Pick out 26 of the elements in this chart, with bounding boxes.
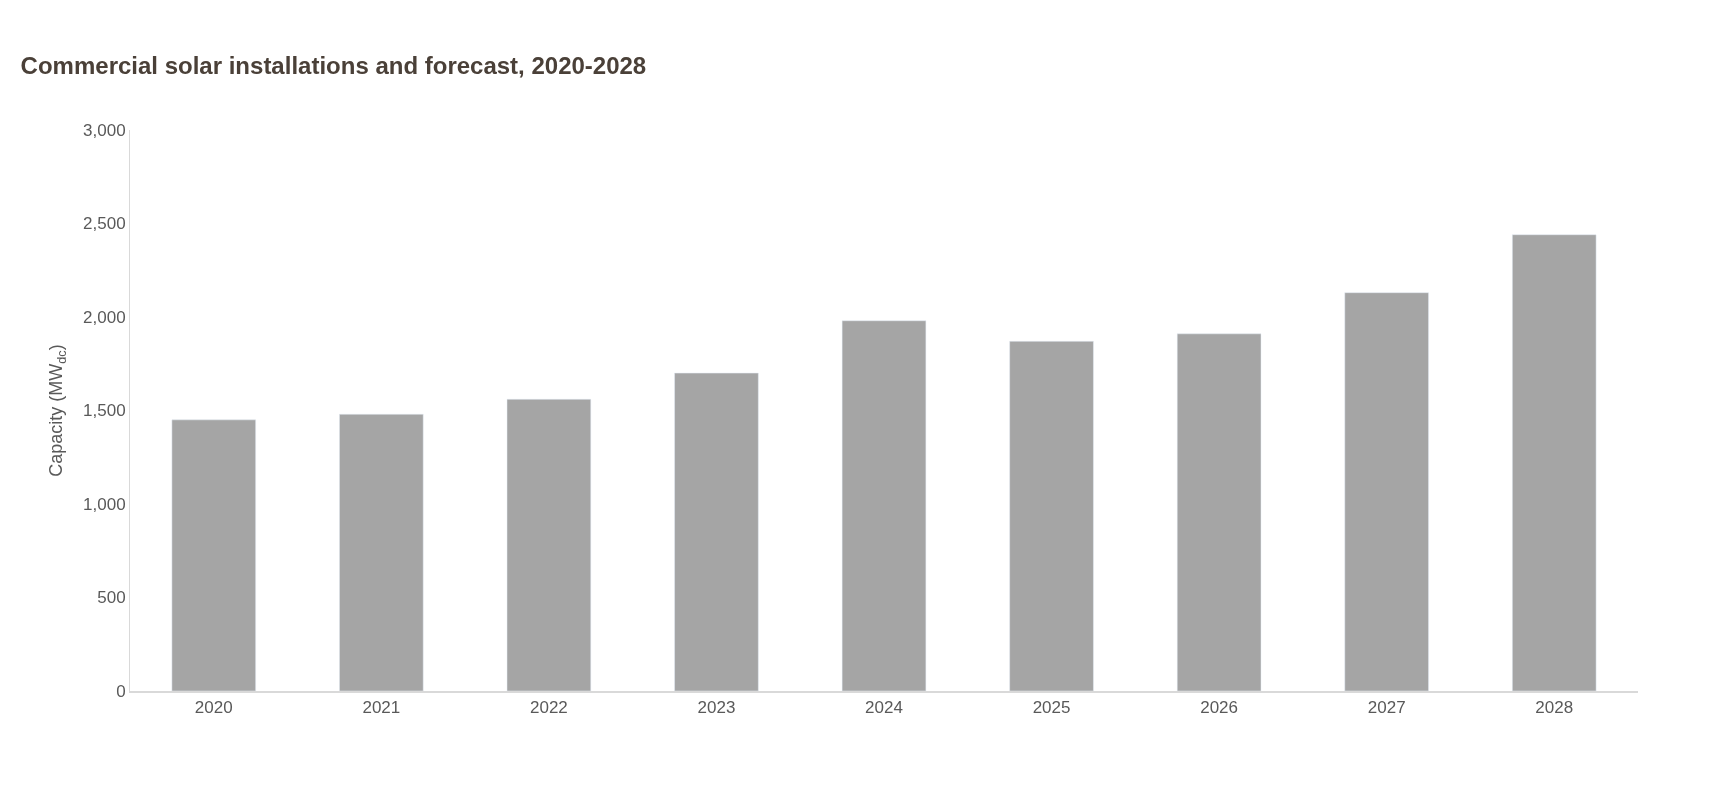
y-tick-label: 2,000	[83, 307, 126, 327]
bar	[1512, 234, 1597, 691]
bar	[1344, 292, 1429, 691]
y-tick-label: 1,500	[83, 401, 126, 421]
bar	[1009, 341, 1094, 691]
y-tick-label: 3,000	[83, 120, 126, 140]
x-tick-label: 2022	[529, 698, 568, 718]
x-tick-label: 2027	[1367, 698, 1406, 718]
y-tick-label: 2,500	[83, 214, 126, 234]
x-tick-label: 2023	[697, 698, 736, 718]
bar	[674, 372, 759, 691]
bar	[841, 320, 927, 691]
x-tick-label: 2026	[1200, 698, 1239, 718]
y-tick-label: 500	[97, 588, 126, 608]
bar	[1176, 333, 1262, 691]
bar	[506, 399, 592, 691]
y-tick-label: 0	[116, 681, 126, 701]
y-tick-label: 1,000	[83, 494, 126, 514]
bar	[339, 413, 424, 691]
x-tick-label: 2020	[194, 698, 233, 718]
x-tick-label: 2021	[362, 698, 401, 718]
chart-title: Commercial solar installations and forecast, 2020-2028	[20, 51, 647, 79]
bar	[171, 419, 256, 691]
x-tick-label: 2024	[865, 698, 903, 718]
x-tick-label: 2025	[1032, 698, 1071, 718]
x-tick-label: 2028	[1535, 698, 1574, 718]
